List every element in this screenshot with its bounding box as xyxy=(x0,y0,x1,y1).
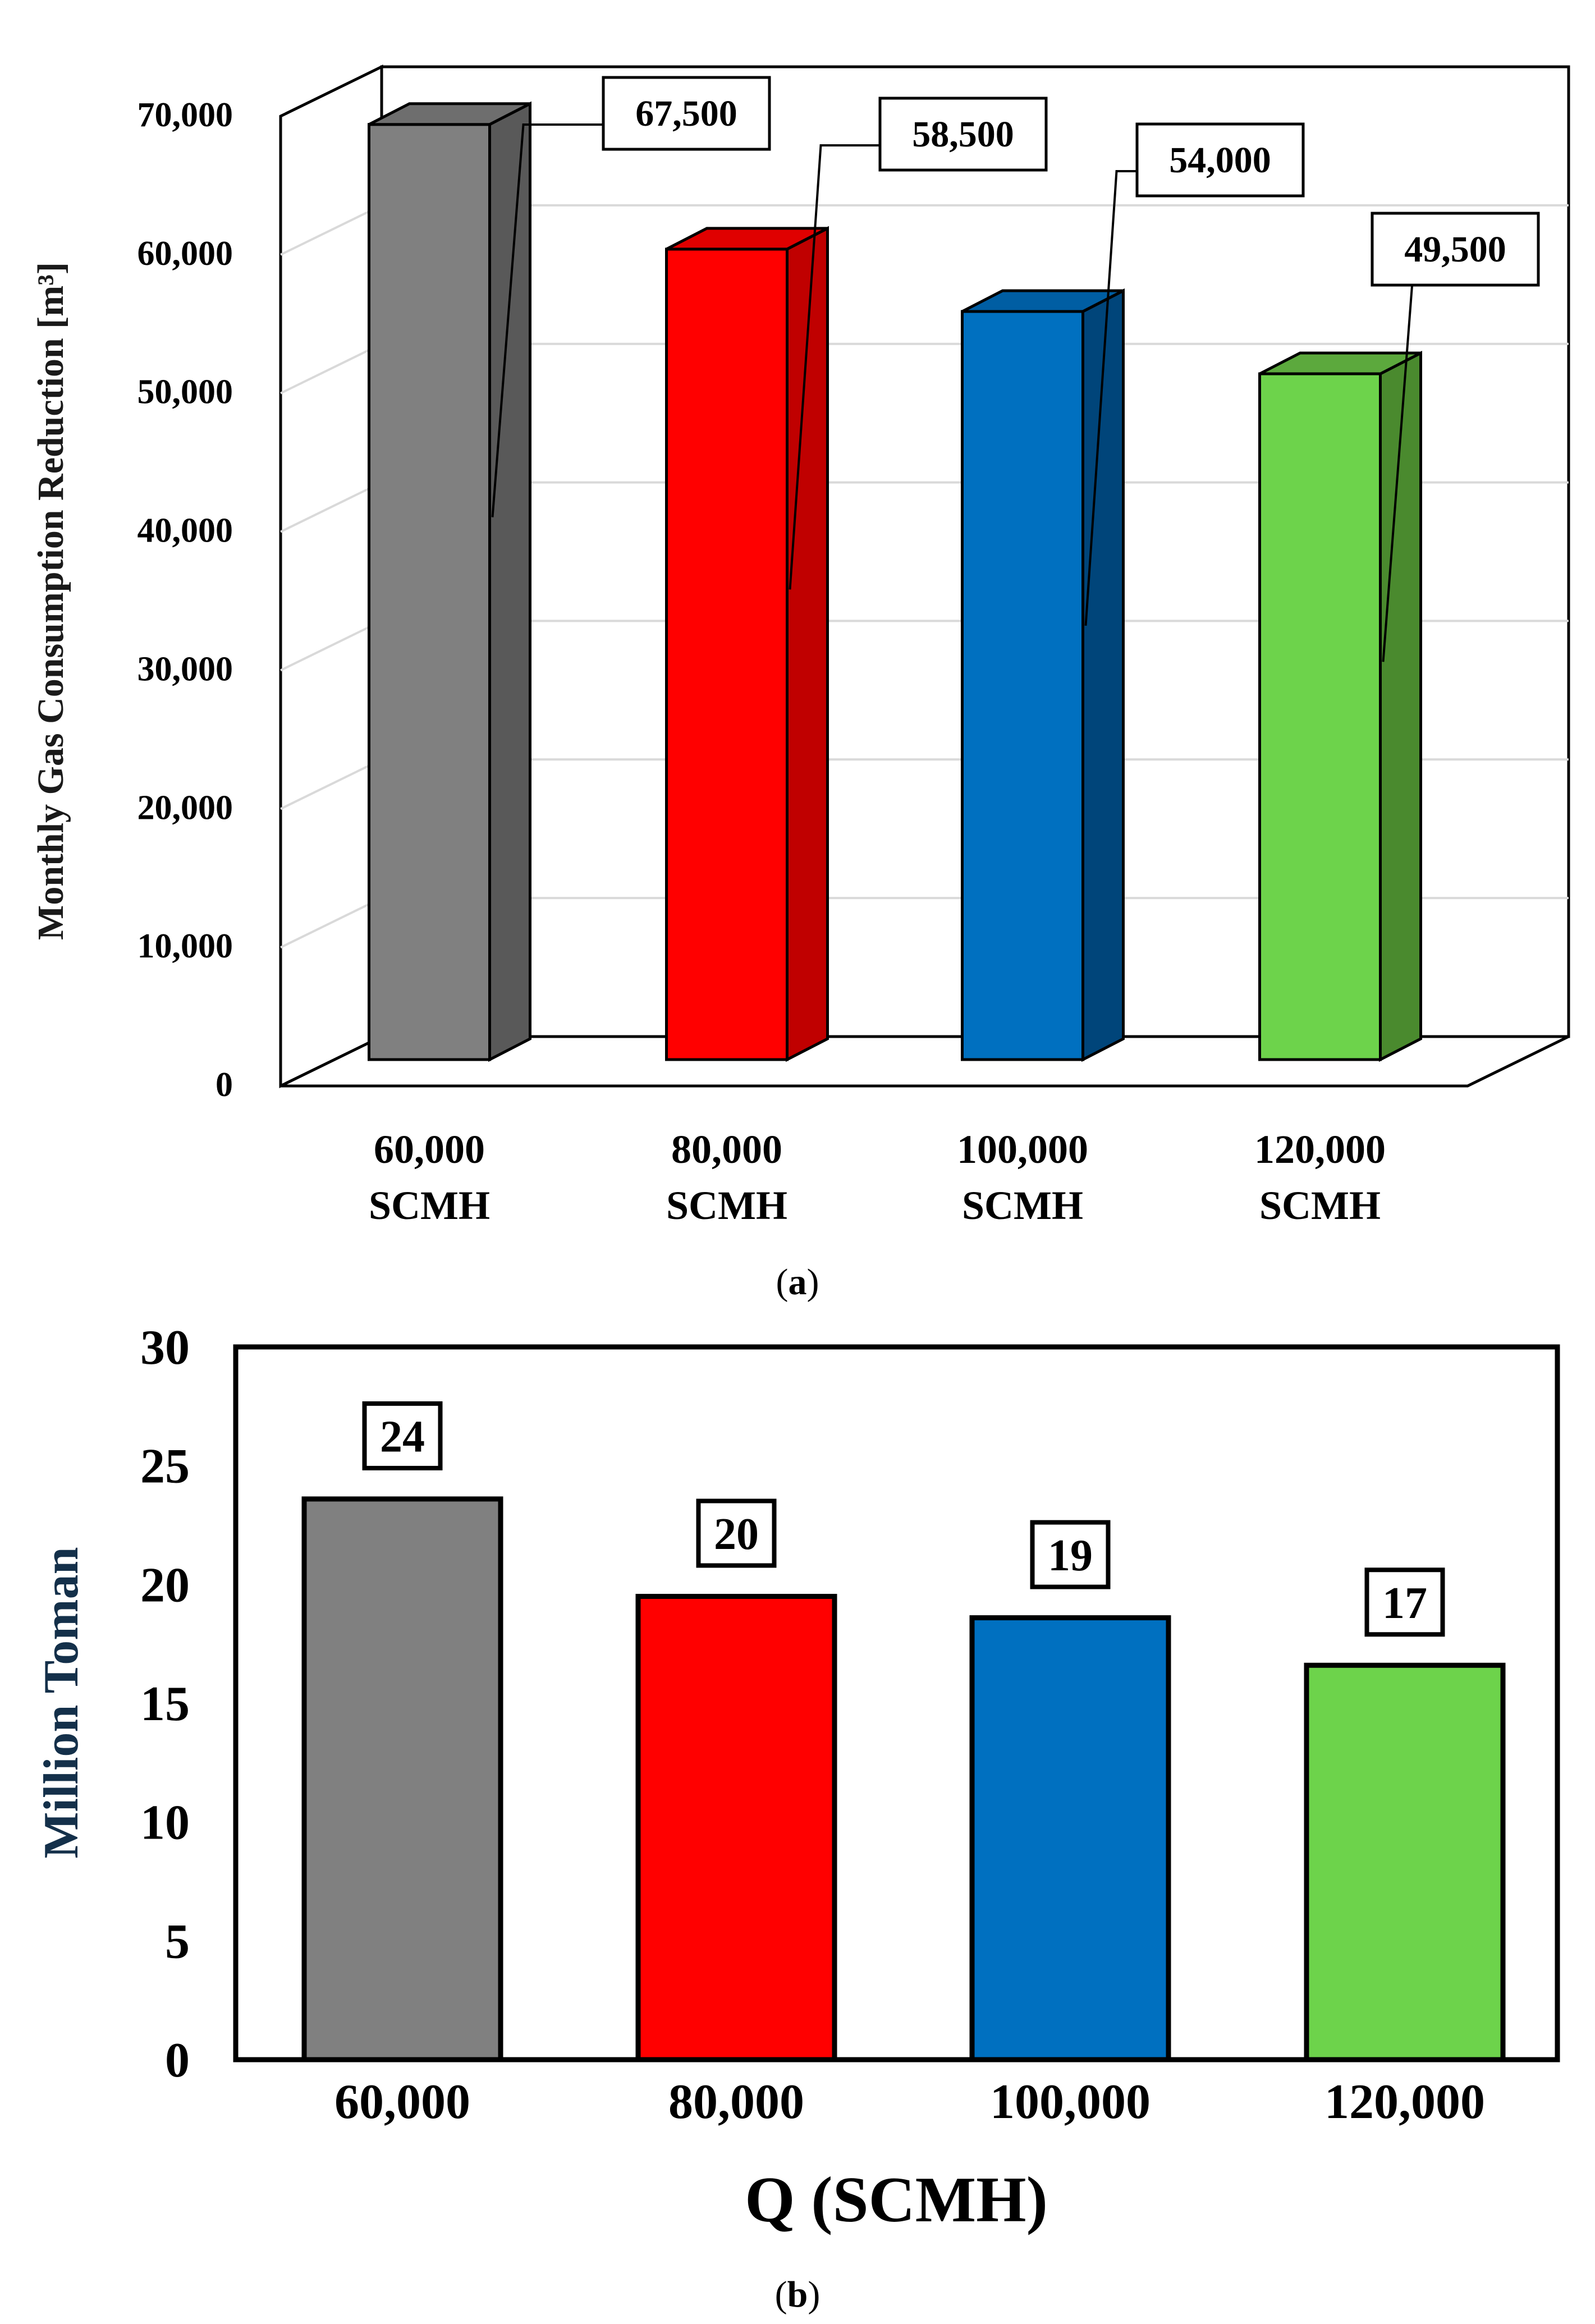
panel-label-a: (a) xyxy=(776,1262,819,1303)
data-label-box xyxy=(878,97,1048,172)
panel-letter: b xyxy=(787,2274,808,2315)
y-tick-label: 30 xyxy=(140,1321,190,1375)
bar-top xyxy=(1259,351,1422,375)
y-tick-label: 15 xyxy=(140,1677,190,1731)
panel-paren: ) xyxy=(808,2274,820,2315)
panel-letter: a xyxy=(789,1262,807,1303)
bar-top xyxy=(666,227,828,251)
data-label-box xyxy=(1135,122,1305,198)
x-tick-label: SCMH xyxy=(369,1183,490,1228)
data-label-box xyxy=(362,1401,443,1470)
x-tick-label: 60,000 xyxy=(374,1127,485,1172)
bar-front xyxy=(665,247,789,1061)
panel-label-b: (b) xyxy=(775,2274,821,2315)
y-tick-label: 70,000 xyxy=(138,96,233,134)
data-label: 54,000 xyxy=(1169,140,1271,181)
x-tick-label: 100,000 xyxy=(990,2075,1151,2129)
floor xyxy=(279,1035,1570,1088)
x-tick-label: 80,000 xyxy=(668,2075,804,2129)
y-tick-label: 20 xyxy=(140,1558,190,1612)
side-wall xyxy=(279,64,383,1089)
x-tick-label: 60,000 xyxy=(334,2075,470,2129)
y-tick-label: 25 xyxy=(140,1440,190,1494)
x-tick-label: 120,000 xyxy=(1324,2075,1485,2129)
data-label: 19 xyxy=(1048,1531,1093,1580)
data-label-box xyxy=(696,1498,777,1568)
bar-front xyxy=(1258,372,1382,1061)
y-tick-label: 10,000 xyxy=(138,927,233,965)
chart-b-bar: 0 5 10 15 20 25 30 Million Toman 24 60,000 20 80,00… xyxy=(34,1321,1560,2315)
bar-side xyxy=(1081,288,1125,1062)
bar xyxy=(635,1594,837,2062)
bar xyxy=(1304,1662,1506,2062)
y-tick-label: 0 xyxy=(216,1066,233,1104)
bar-side xyxy=(488,101,531,1062)
panel-paren: ( xyxy=(776,1262,789,1303)
data-label: 67,500 xyxy=(635,93,737,134)
data-label-box xyxy=(602,76,771,151)
leader-line xyxy=(1084,170,1137,626)
bar xyxy=(969,1615,1171,2062)
bar-top xyxy=(961,289,1124,313)
y-tick-label: 10 xyxy=(140,1796,190,1850)
data-label-box xyxy=(1371,212,1540,287)
data-label: 20 xyxy=(714,1510,759,1559)
data-label: 24 xyxy=(380,1412,425,1461)
data-label: 17 xyxy=(1382,1579,1427,1628)
chart-a-3d-bar: 0 10,000 20,000 30,000 40,000 50,000 60,000 70,… xyxy=(30,64,1570,1303)
data-label: 49,500 xyxy=(1404,229,1506,270)
x-tick-label: 80,000 xyxy=(671,1127,782,1172)
bar xyxy=(301,1496,503,2062)
data-label-box xyxy=(1364,1567,1445,1637)
leader-line xyxy=(491,123,603,517)
bar-front xyxy=(961,310,1084,1061)
bar-front xyxy=(368,123,491,1061)
bar-top xyxy=(368,102,531,126)
y-axis-title: Million Toman xyxy=(34,1547,89,1858)
x-tick-label: SCMH xyxy=(962,1183,1083,1228)
x-tick-label: SCMH xyxy=(1259,1183,1381,1228)
panel-paren: ) xyxy=(807,1262,819,1303)
y-tick-label: 30,000 xyxy=(138,650,233,688)
leader-line xyxy=(789,144,880,590)
y-tick-label: 5 xyxy=(165,1914,190,1969)
x-tick-label: 100,000 xyxy=(957,1127,1088,1172)
y-tick-label: 20,000 xyxy=(138,789,233,827)
y-tick-label: 50,000 xyxy=(138,373,233,411)
x-axis-title: Q (SCMH) xyxy=(745,2164,1048,2235)
x-tick-label: SCMH xyxy=(666,1183,787,1228)
y-tick-label: 0 xyxy=(165,2033,190,2088)
data-label: 58,500 xyxy=(912,114,1014,155)
y-axis-title: Monthly Gas Consumption Reduction [m³] xyxy=(30,262,71,940)
data-label-box xyxy=(1030,1520,1111,1589)
panel-paren: ( xyxy=(775,2274,787,2315)
bar-side xyxy=(1379,350,1422,1062)
x-tick-label: 120,000 xyxy=(1254,1127,1386,1172)
y-tick-label: 60,000 xyxy=(138,235,233,273)
y-tick-label: 40,000 xyxy=(138,512,233,550)
